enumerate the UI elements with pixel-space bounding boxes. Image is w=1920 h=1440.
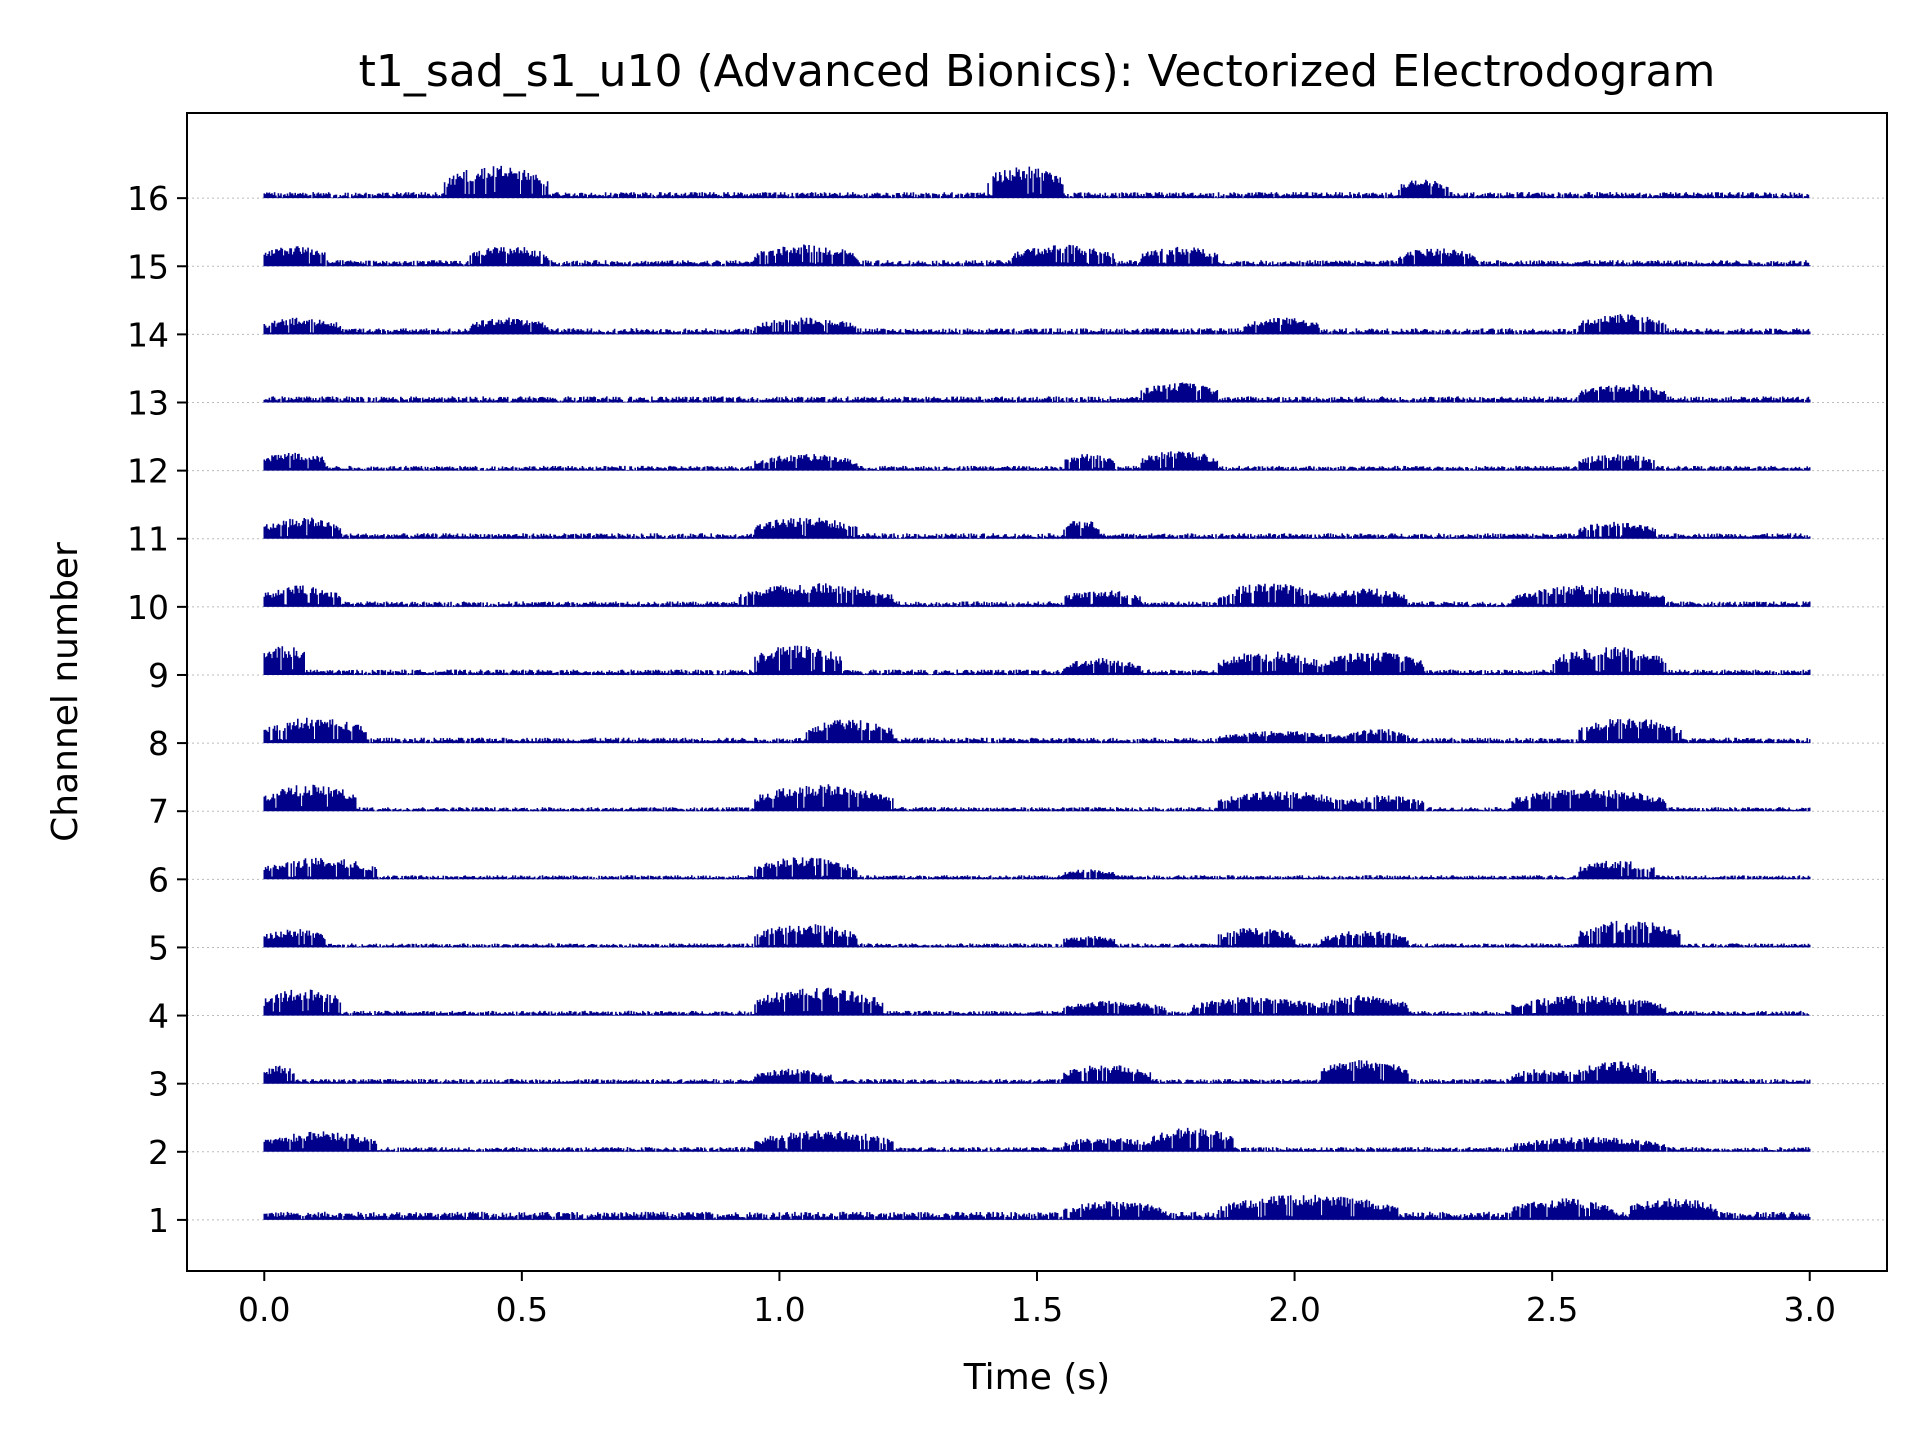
y-tick-label: 7 (148, 792, 169, 831)
channel-3-trace (263, 1060, 1811, 1084)
plot-frame (186, 112, 1888, 1272)
channel-13-trace (263, 382, 1811, 403)
channel-9-trace (263, 645, 1811, 675)
y-tick-label: 10 (127, 588, 169, 627)
x-tick-label: 1.0 (753, 1290, 805, 1329)
y-tick-label: 3 (148, 1065, 169, 1104)
chart-title: t1_sad_s1_u10 (Advanced Bionics): Vector… (359, 46, 1716, 97)
channel-5-trace (263, 920, 1811, 948)
channel-traces (263, 165, 1811, 1220)
x-tick-label: 2.5 (1526, 1290, 1578, 1329)
channel-14-trace (263, 314, 1811, 335)
y-tick-label: 14 (127, 315, 169, 354)
channel-16-trace (263, 165, 1811, 199)
gridlines (187, 197, 1887, 1221)
x-tick-label: 3.0 (1783, 1290, 1835, 1329)
channel-1-trace (263, 1194, 1811, 1220)
channel-15-trace (263, 244, 1811, 267)
y-tick-label: 12 (127, 452, 169, 491)
channel-8-trace (263, 717, 1811, 744)
channel-7-trace (263, 784, 1811, 812)
y-tick-label: 15 (127, 247, 169, 286)
channel-4-trace (263, 987, 1811, 1016)
y-tick-label: 2 (148, 1133, 169, 1172)
channel-12-trace (263, 451, 1811, 471)
y-tick-label: 13 (127, 384, 169, 423)
x-tick-label: 0.5 (496, 1290, 548, 1329)
y-tick-label: 5 (148, 928, 169, 967)
y-tick-label: 4 (148, 997, 169, 1036)
y-tick-label: 1 (148, 1201, 169, 1240)
x-tick-label: 2.0 (1268, 1290, 1320, 1329)
y-tick-label: 11 (127, 520, 169, 559)
y-tick-label: 6 (148, 860, 169, 899)
y-tick-label: 16 (127, 179, 169, 218)
x-axis-label: Time (s) (963, 1357, 1110, 1398)
channel-2-trace (263, 1127, 1811, 1152)
channel-10-trace (263, 583, 1811, 607)
channel-6-trace (263, 857, 1811, 880)
plot-area (186, 112, 1888, 1272)
x-tick-label: 1.5 (1011, 1290, 1063, 1329)
y-tick-label: 9 (148, 656, 169, 695)
y-axis-label: Channel number (45, 542, 86, 842)
x-axis: 0.0 0.5 1.0 1.5 2.0 2.5 3.0 (238, 1271, 1836, 1329)
x-tick-label: 0.0 (238, 1290, 290, 1329)
channel-11-trace (263, 517, 1811, 539)
y-tick-label: 8 (148, 724, 169, 763)
